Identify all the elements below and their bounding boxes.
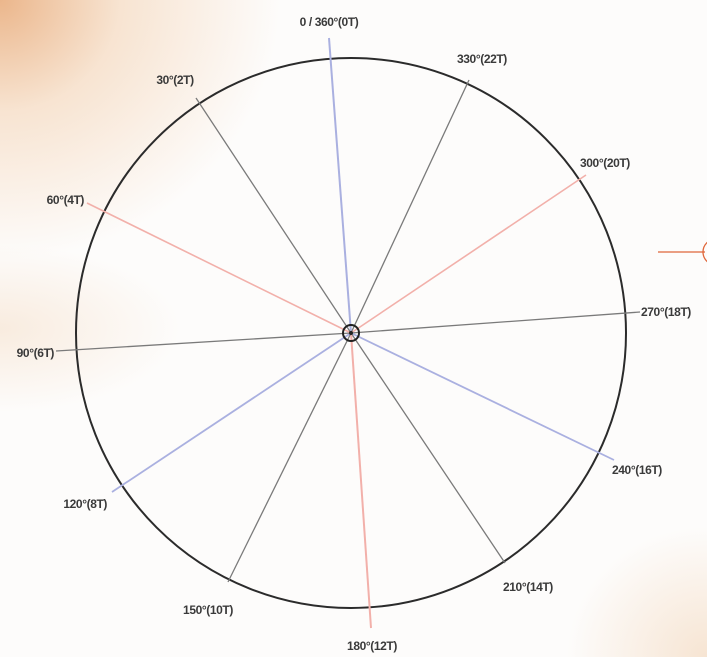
spoke-210 — [350, 332, 506, 564]
spoke-150 — [227, 332, 352, 583]
label-210: 210°(14T) — [503, 580, 553, 594]
label-150: 150°(10T) — [183, 603, 233, 617]
center-dot — [349, 331, 353, 335]
label-120: 120°(8T) — [63, 497, 107, 511]
spoke-180 — [350, 332, 372, 629]
spoke-330 — [350, 79, 470, 334]
center-hub — [342, 324, 360, 342]
label-0: 0 / 360°(0T) — [300, 15, 359, 29]
spoke-240 — [350, 332, 615, 461]
label-180: 180°(12T) — [347, 639, 397, 653]
label-330: 330°(22T) — [457, 52, 507, 66]
spoke-300 — [350, 174, 587, 334]
spoke-120 — [111, 332, 352, 493]
label-270: 270°(18T) — [641, 305, 691, 319]
spoke-270 — [350, 311, 641, 334]
spoke-30 — [195, 97, 352, 334]
label-90: 90°(6T) — [17, 346, 55, 360]
outer-circle — [75, 57, 627, 609]
label-240: 240°(16T) — [612, 463, 662, 477]
spoke-90 — [55, 332, 352, 352]
spoke-60 — [86, 202, 352, 334]
label-60: 60°(4T) — [47, 193, 85, 207]
label-30: 30°(2T) — [156, 73, 194, 87]
spoke-0 — [328, 37, 352, 334]
label-300: 300°(20T) — [580, 156, 630, 170]
indicator-circle — [702, 241, 707, 263]
